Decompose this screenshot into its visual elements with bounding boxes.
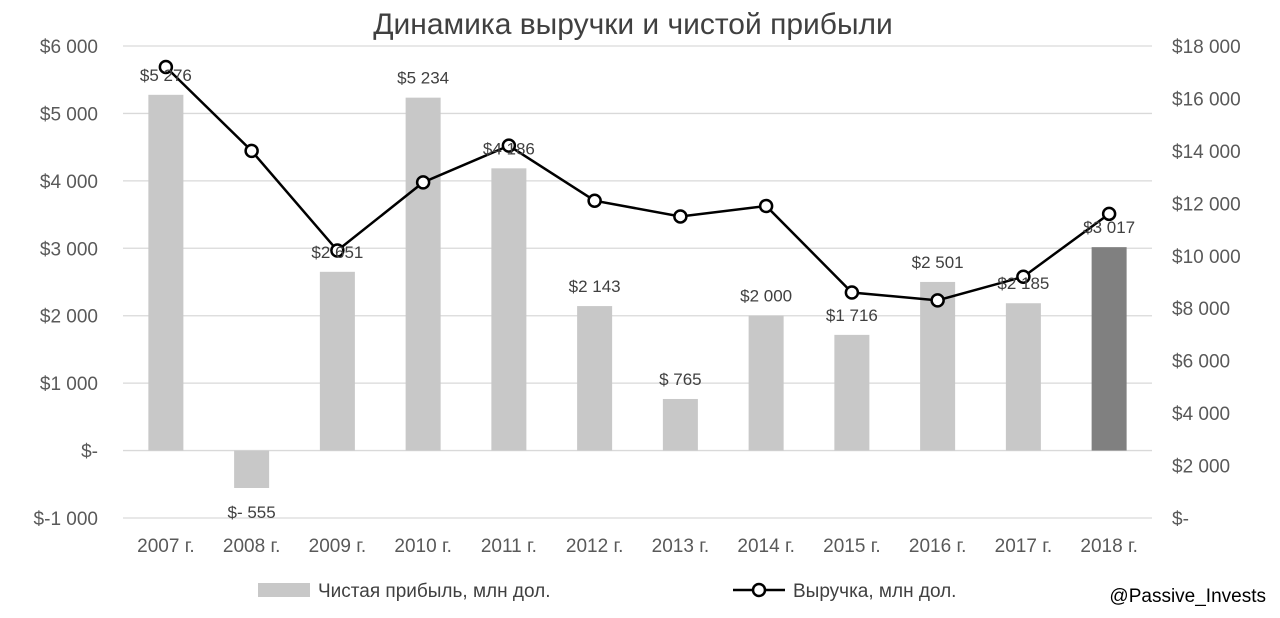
x-tick-label: 2007 г.: [137, 536, 194, 557]
bar-data-label: $2 651: [311, 243, 363, 262]
right-tick-label: $2 000: [1172, 457, 1230, 478]
chart-title: Динамика выручки и чистой прибыли: [373, 8, 893, 41]
x-tick-label: 2012 г.: [566, 536, 623, 557]
right-tick-label: $-: [1172, 509, 1189, 530]
right-tick-label: $14 000: [1172, 142, 1241, 163]
profit-bar: [1005, 303, 1041, 451]
right-tick-label: $6 000: [1172, 352, 1230, 373]
right-axis: $- $2 000 $4 000 $6 000 $8 000 $10 000 $12 000…: [1172, 37, 1241, 530]
profit-bar: [405, 97, 441, 451]
right-tick-label: $10 000: [1172, 247, 1241, 268]
legend-swatch-revenue-marker: [751, 582, 767, 598]
right-tick-label: $16 000: [1172, 89, 1241, 110]
bar-data-label: $2 000: [740, 287, 792, 306]
bar-data-label: $ 765: [659, 370, 702, 389]
legend: Чистая прибыль, млн дол. Выручка, млн до…: [258, 581, 956, 602]
watermark: @Passive_Invests: [1109, 586, 1266, 607]
x-tick-label: 2011 г.: [481, 536, 537, 557]
revenue-point: [501, 138, 517, 153]
revenue-series-line: [165, 66, 1110, 302]
x-tick-label: 2008 г.: [223, 536, 280, 557]
legend-swatch-profit: [258, 583, 310, 597]
left-tick-label: $2 000: [40, 307, 98, 328]
x-tick-label: 2016 г.: [909, 536, 966, 557]
bar-data-labels: $5 276 $- 555 $2 651 $5 234 $4 186 $2 143 $ 76…: [140, 66, 1135, 522]
left-tick-label: $4 000: [40, 172, 98, 193]
x-tick-label: 2017 г.: [995, 536, 1052, 557]
revenue-point: [1101, 206, 1117, 222]
left-tick-label: $-: [81, 442, 98, 463]
revenue-point: [415, 175, 431, 190]
profit-bars: [148, 94, 1127, 488]
grid-lines: [123, 45, 1152, 519]
x-axis: 2007 г. 2008 г. 2009 г. 2010 г. 2011 г. 2012 …: [137, 536, 1138, 557]
right-tick-label: $12 000: [1172, 194, 1241, 215]
x-tick-label: 2015 г.: [823, 536, 880, 557]
x-tick-label: 2018 г.: [1080, 536, 1137, 557]
right-tick-label: $18 000: [1172, 37, 1241, 58]
bar-data-label: $4 186: [483, 139, 535, 158]
revenue-point: [930, 293, 945, 308]
profit-bar: [319, 271, 355, 451]
x-tick-label: 2013 г.: [652, 536, 709, 557]
left-tick-label: $6 000: [40, 37, 98, 58]
profit-bar: [834, 334, 870, 451]
revenue-point: [673, 209, 688, 224]
left-axis: $-1 000 $- $1 000 $2 000 $3 000 $4 000 $5 000 $…: [34, 37, 98, 530]
revenue-point: [758, 198, 774, 214]
x-tick-label: 2009 г.: [309, 536, 366, 557]
bar-data-label: $2 501: [912, 253, 964, 272]
revenue-point: [244, 143, 259, 159]
profit-bar: [491, 168, 527, 451]
revenue-line: [158, 59, 1117, 308]
right-tick-label: $8 000: [1172, 299, 1230, 320]
profit-bar: [662, 398, 698, 451]
right-tick-label: $4 000: [1172, 404, 1230, 425]
revenue-point: [330, 243, 345, 258]
left-tick-label: $5 000: [40, 104, 98, 125]
left-tick-label: $1 000: [40, 374, 98, 395]
revenue-point: [158, 59, 174, 75]
bar-data-label: $- 555: [228, 503, 276, 522]
bar-data-label: $5 276: [140, 66, 192, 85]
profit-bar: [920, 281, 956, 451]
legend-label-profit: Чистая прибыль, млн дол.: [318, 581, 550, 602]
bar-data-label: $1 716: [826, 306, 878, 325]
bar-data-label: $3 017: [1083, 218, 1135, 237]
profit-bar: [1091, 247, 1127, 451]
profit-bar: [234, 450, 270, 488]
bar-data-label: $2 143: [569, 277, 621, 296]
left-tick-label: $-1 000: [34, 509, 98, 530]
legend-label-revenue: Выручка, млн дол.: [793, 581, 956, 602]
x-tick-label: 2010 г.: [394, 536, 451, 557]
revenue-point: [587, 193, 602, 208]
revenue-point: [1016, 269, 1031, 285]
left-tick-label: $3 000: [40, 239, 98, 260]
profit-bar: [577, 306, 613, 451]
bar-data-label: $5 234: [397, 69, 449, 88]
revenue-point: [844, 285, 860, 300]
x-tick-label: 2014 г.: [737, 536, 794, 557]
profit-bar: [148, 94, 184, 451]
bar-data-label: $2 185: [997, 274, 1049, 293]
profit-bar: [748, 315, 784, 451]
